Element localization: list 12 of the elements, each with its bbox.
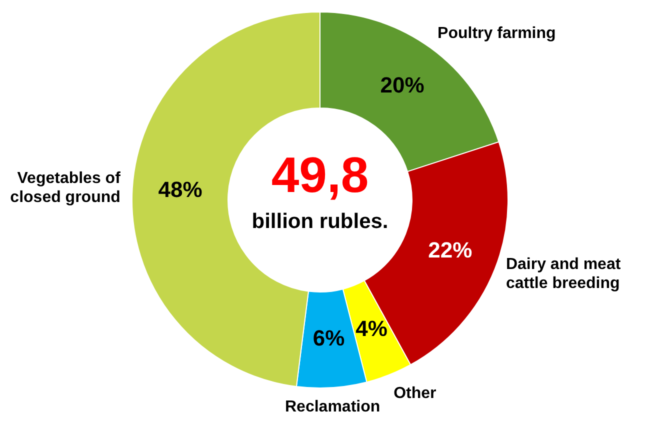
text: 49,8 bbox=[271, 147, 369, 203]
data-label: 20% bbox=[380, 72, 424, 98]
slice-label: Dairy and meat cattle breeding bbox=[506, 256, 622, 292]
slice-label: Vegetables of closed ground bbox=[10, 170, 122, 206]
data-label: 48% bbox=[158, 177, 202, 202]
text: billion rubles. bbox=[252, 210, 388, 233]
data-label: 6% bbox=[312, 326, 345, 351]
data-label: 22% bbox=[428, 237, 472, 262]
slice-label: Other bbox=[394, 384, 436, 402]
slice-label: Poultry farming bbox=[438, 25, 556, 42]
data-label: 4% bbox=[356, 316, 388, 341]
slice-label: Reclamation bbox=[284, 398, 380, 416]
